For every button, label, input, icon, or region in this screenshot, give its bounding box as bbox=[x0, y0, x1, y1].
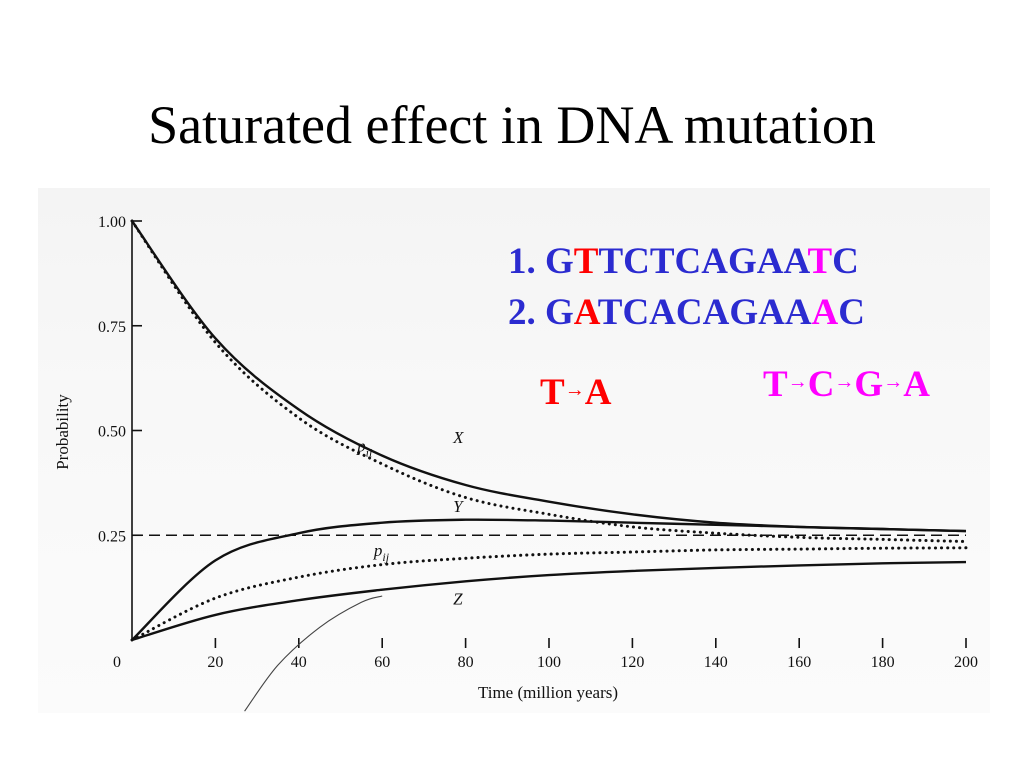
annotation-x: X bbox=[452, 428, 464, 447]
mutated-base: T bbox=[807, 241, 833, 282]
base-letter: T bbox=[540, 372, 565, 413]
annotation-p-ij: pij bbox=[373, 541, 390, 564]
sequence-list: 1. GTTCTCAGAATC 2. GATCACAGAAAC bbox=[508, 236, 865, 338]
x-tick-label: 200 bbox=[954, 654, 978, 671]
transversion-label: T→C→G→A bbox=[763, 363, 930, 406]
x-tick-label: 180 bbox=[871, 654, 895, 671]
sequence-segment: G bbox=[545, 241, 574, 282]
sequence-2: 2. GATCACAGAAAC bbox=[508, 287, 865, 338]
sequence-segment: C bbox=[832, 241, 859, 282]
sequence-number: 1. bbox=[508, 241, 545, 282]
series-z-line bbox=[131, 560, 967, 642]
series-y-line bbox=[131, 518, 967, 641]
arrow-icon: → bbox=[564, 379, 585, 401]
x-tick-label: 60 bbox=[374, 654, 390, 671]
x-tick-label: 100 bbox=[537, 654, 561, 671]
transition-label: T→A bbox=[540, 371, 611, 414]
x-tick-label: 40 bbox=[291, 654, 307, 671]
sequence-segment: C bbox=[838, 292, 866, 333]
mutated-base: A bbox=[573, 292, 598, 333]
arrow-icon: → bbox=[834, 371, 855, 393]
base-letter: T bbox=[763, 364, 788, 405]
x-tick-label: 160 bbox=[787, 654, 811, 671]
mutated-base: A bbox=[811, 292, 839, 333]
sequence-segment: G bbox=[545, 292, 574, 333]
x-tick-label: 120 bbox=[620, 654, 644, 671]
x-tick-label: 140 bbox=[704, 654, 728, 671]
figure-background bbox=[38, 188, 990, 713]
slide-title: Saturated effect in DNA mutation bbox=[148, 95, 876, 155]
y-tick-label: 0.75 bbox=[98, 319, 126, 336]
x-axis-title: Time (million years) bbox=[478, 683, 618, 702]
chart-curves bbox=[130, 219, 968, 712]
y-tick-label: 0.25 bbox=[98, 528, 126, 545]
sequence-segment: TCACAGAA bbox=[597, 292, 812, 333]
sequence-1: 1. GTTCTCAGAATC bbox=[508, 236, 865, 287]
annotation-z: Z bbox=[453, 589, 463, 608]
chart-labels: 1.00 0.75 0.50 0.25 0 20 40 60 80 100 120 140 160 180… bbox=[53, 214, 978, 702]
sequence-segment: TCTCAGAA bbox=[598, 241, 808, 282]
annotation-y: Y bbox=[453, 497, 464, 516]
base-letter: A bbox=[584, 372, 612, 413]
y-tick-label: 0.50 bbox=[98, 424, 126, 441]
mutated-base: T bbox=[573, 241, 599, 282]
base-letter: A bbox=[903, 364, 930, 405]
base-letter: G bbox=[854, 364, 884, 405]
series-thin-line bbox=[244, 595, 383, 712]
base-letter: C bbox=[807, 364, 835, 405]
x-tick-label: 0 bbox=[113, 654, 121, 671]
series-p-ij-line bbox=[130, 546, 968, 642]
sequence-number: 2. bbox=[508, 292, 545, 333]
y-axis-title: Probability bbox=[53, 394, 72, 470]
arrow-icon: → bbox=[883, 371, 904, 393]
x-tick-label: 80 bbox=[458, 654, 474, 671]
arrow-icon: → bbox=[787, 371, 808, 393]
y-tick-label: 1.00 bbox=[98, 214, 126, 231]
x-tick-label: 20 bbox=[207, 654, 223, 671]
